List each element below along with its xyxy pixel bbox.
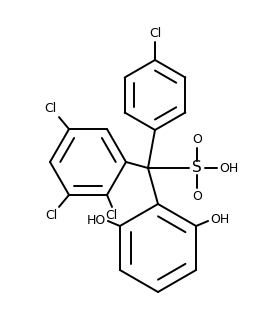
Text: OH: OH — [219, 161, 238, 174]
Text: HO: HO — [87, 214, 106, 227]
Text: S: S — [192, 160, 202, 175]
Text: O: O — [192, 133, 202, 146]
Text: Cl: Cl — [45, 102, 57, 115]
Text: OH: OH — [210, 214, 229, 227]
Text: O: O — [192, 190, 202, 203]
Text: Cl: Cl — [149, 27, 161, 40]
Text: Cl: Cl — [105, 209, 117, 222]
Text: Cl: Cl — [45, 209, 57, 222]
